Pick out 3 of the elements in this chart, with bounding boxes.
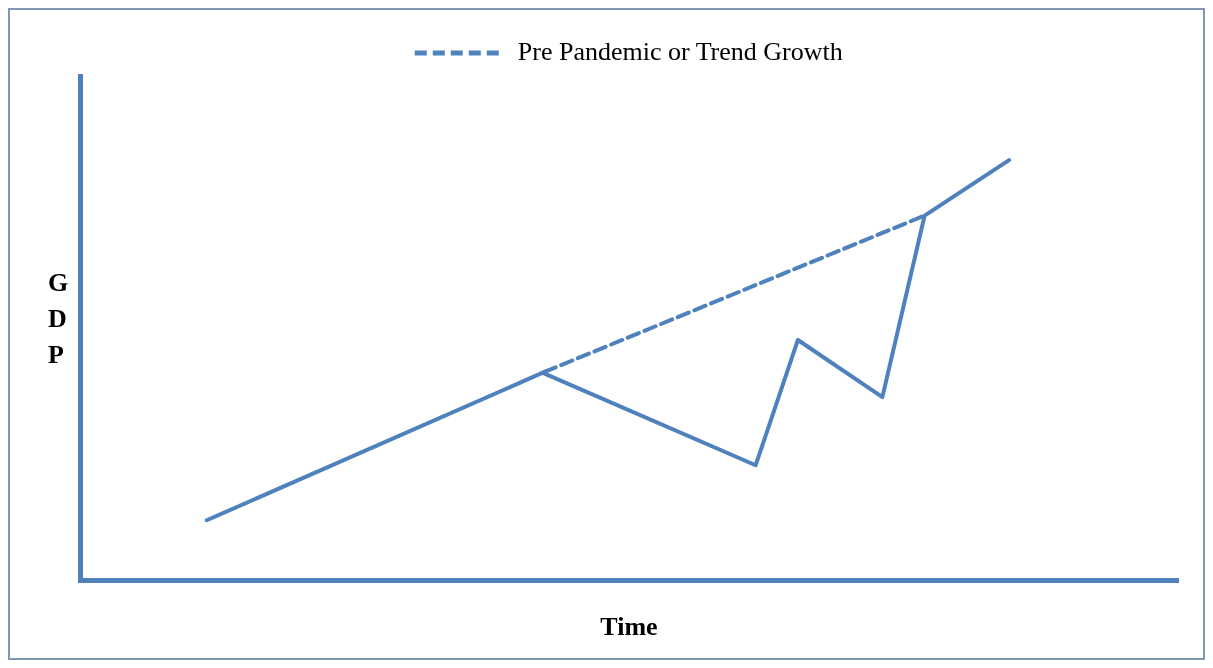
x-axis-title: Time [600, 612, 658, 642]
y-axis-title: GDP [48, 267, 69, 371]
legend-label: Pre Pandemic or Trend Growth [517, 36, 843, 66]
